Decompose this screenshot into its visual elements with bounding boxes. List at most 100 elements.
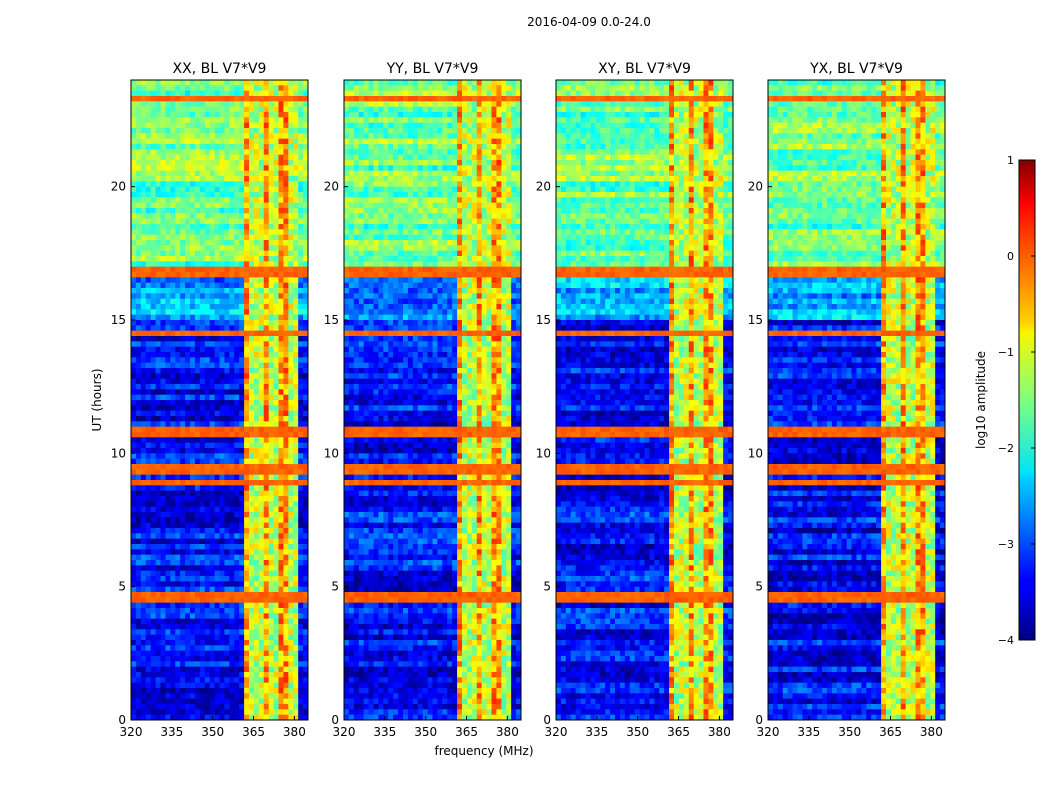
heatmap-cell: [368, 170, 375, 177]
heatmap-cell: [253, 570, 260, 577]
heatmap-cell: [383, 85, 389, 92]
heatmap-cell: [160, 170, 167, 177]
heatmap-cell: [268, 346, 275, 353]
heatmap-cell: [145, 645, 152, 652]
heatmap-cell: [258, 384, 265, 390]
heatmap-cell: [278, 442, 285, 449]
heatmap-cell: [135, 560, 142, 566]
heatmap-cell: [155, 373, 162, 380]
heatmap-cell: [244, 394, 250, 401]
heatmap-cell: [298, 453, 304, 460]
heatmap-cell: [175, 122, 181, 129]
heatmap-cell: [165, 272, 171, 278]
heatmap-cell: [194, 341, 201, 348]
heatmap-cell: [303, 549, 308, 556]
heatmap-cell: [249, 496, 255, 502]
heatmap-cell: [263, 341, 270, 348]
heatmap-cell: [268, 416, 275, 422]
heatmap-cell: [278, 261, 285, 268]
heatmap-cell: [140, 128, 147, 134]
heatmap-cell: [298, 421, 304, 428]
heatmap-cell: [263, 85, 270, 92]
heatmap-cell: [155, 677, 162, 684]
heatmap-cell: [268, 453, 275, 460]
heatmap-cell: [466, 138, 473, 145]
heatmap-cell: [165, 192, 171, 198]
heatmap-cell: [214, 405, 221, 412]
heatmap-cell: [214, 565, 221, 572]
heatmap-cell: [135, 581, 142, 588]
heatmap-cell: [273, 714, 280, 720]
heatmap-cell: [462, 85, 468, 92]
heatmap-cell: [258, 117, 265, 124]
heatmap-cell: [298, 384, 304, 390]
heatmap-cell: [165, 256, 171, 262]
heatmap-cell: [194, 202, 201, 209]
heatmap-cell: [224, 256, 230, 262]
heatmap-cell: [273, 624, 280, 630]
heatmap-cell: [273, 490, 280, 497]
heatmap-cell: [239, 522, 245, 529]
heatmap-cell: [278, 714, 285, 720]
heatmap-cell: [180, 458, 186, 465]
heatmap-cell: [303, 122, 308, 129]
heatmap-cell: [175, 544, 181, 550]
heatmap-cell: [253, 586, 260, 593]
heatmap-cell: [278, 138, 285, 145]
heatmap-cell: [209, 341, 216, 348]
heatmap-cell: [199, 330, 206, 337]
heatmap-cell: [160, 602, 167, 609]
heatmap-cell: [204, 218, 211, 225]
heatmap-cell: [383, 101, 389, 108]
heatmap-cell: [378, 128, 384, 134]
heatmap-cell: [180, 176, 186, 182]
heatmap-cell: [219, 661, 226, 668]
heatmap-cell: [486, 133, 493, 140]
heatmap-cell: [175, 394, 181, 401]
heatmap-cell: [278, 325, 285, 332]
heatmap-cell: [234, 362, 240, 369]
heatmap-cell: [442, 106, 448, 113]
heatmap-cell: [190, 256, 196, 262]
heatmap-cell: [155, 208, 162, 214]
heatmap-cell: [194, 368, 201, 374]
heatmap-cell: [229, 394, 235, 401]
heatmap-cell: [239, 581, 245, 588]
heatmap-cell: [140, 682, 147, 689]
heatmap-cell: [471, 85, 478, 92]
heatmap-cell: [344, 170, 350, 177]
heatmap-cell: [462, 170, 468, 177]
heatmap-cell: [150, 618, 157, 625]
heatmap-cell: [145, 128, 152, 134]
heatmap-cell: [165, 298, 171, 305]
heatmap-cell: [180, 485, 186, 492]
heatmap-cell: [150, 570, 157, 577]
heatmap-cell: [466, 80, 473, 86]
heatmap-cell: [283, 128, 289, 134]
heatmap-cell: [288, 560, 294, 566]
heatmap-cell: [140, 106, 147, 113]
heatmap-cell: [190, 506, 196, 513]
heatmap-cell: [175, 165, 181, 172]
heatmap-cell: [283, 272, 289, 278]
heatmap-cell: [185, 186, 191, 193]
heatmap-cell: [145, 144, 152, 150]
heatmap-cell: [204, 432, 211, 438]
heatmap-cell: [175, 373, 181, 380]
heatmap-cell: [190, 704, 196, 710]
heatmap-cell: [244, 634, 250, 641]
heatmap-cell: [150, 341, 157, 348]
heatmap-cell: [268, 362, 275, 369]
heatmap-cell: [403, 96, 409, 102]
heatmap-cell: [283, 560, 289, 566]
heatmap-cell: [170, 704, 176, 710]
heatmap-cell: [442, 144, 448, 150]
heatmap-cell: [165, 224, 171, 230]
heatmap-cell: [258, 693, 265, 700]
heatmap-cell: [239, 330, 245, 337]
heatmap-cell: [229, 325, 235, 332]
heatmap-cell: [283, 416, 289, 422]
heatmap-cell: [293, 176, 299, 182]
heatmap-cell: [273, 240, 280, 246]
heatmap-cell: [234, 416, 240, 422]
